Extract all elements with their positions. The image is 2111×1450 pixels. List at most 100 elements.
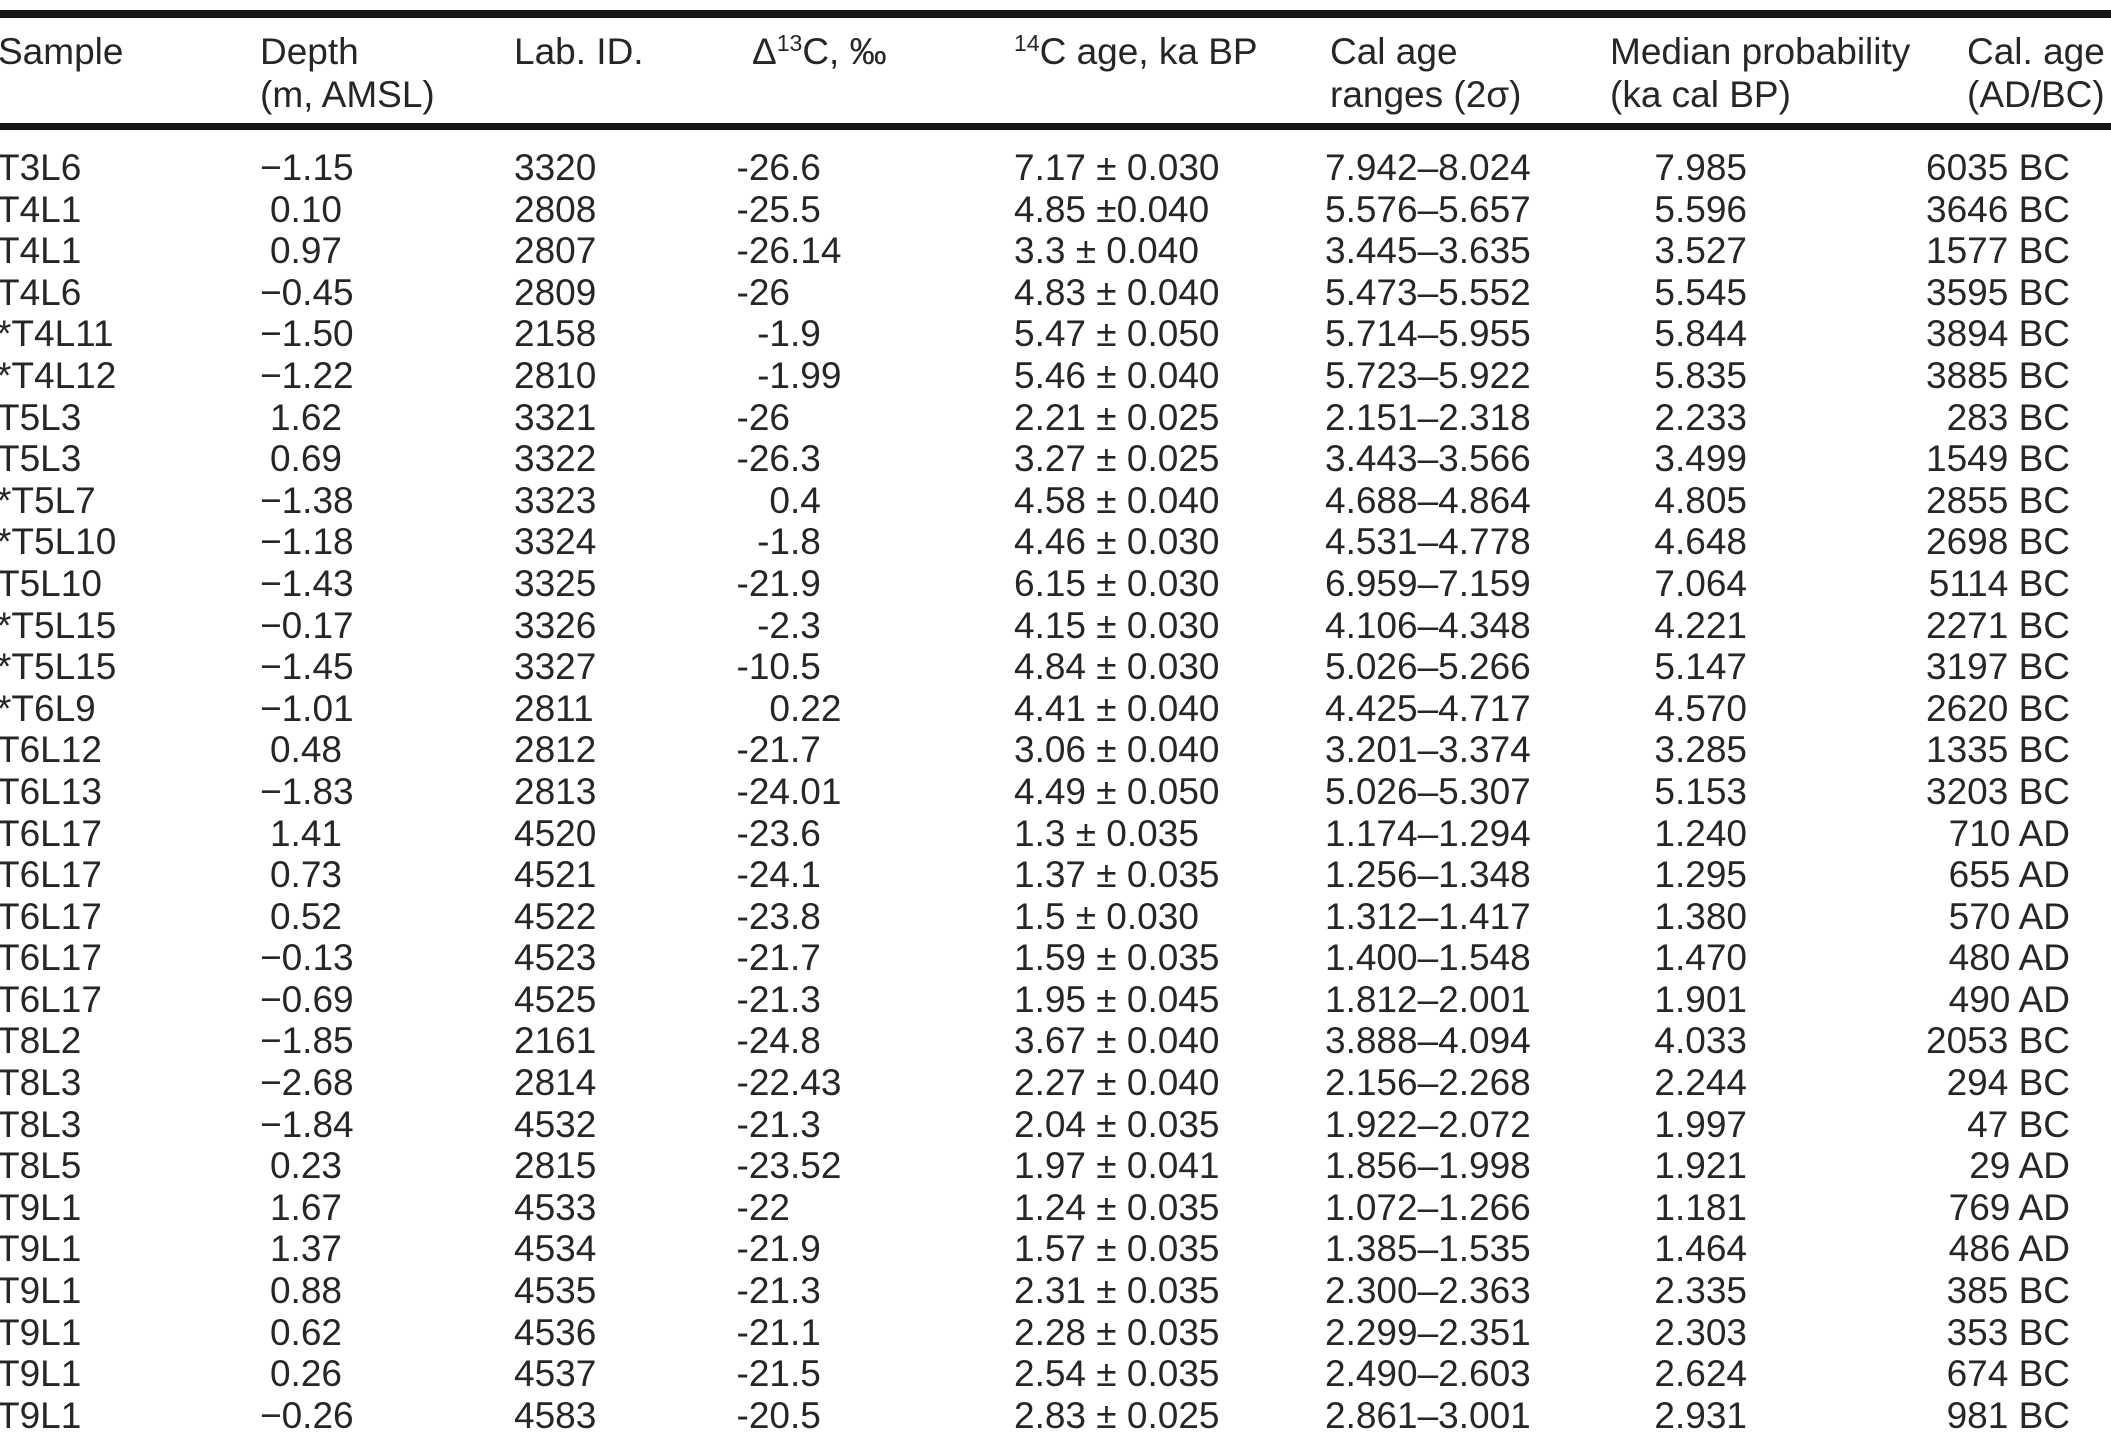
cell-d13c-frac: .8 — [790, 1020, 821, 1062]
cell-cal-ranges: 1.256–1.348 — [1325, 854, 1531, 896]
cell-cal-age: 3595 BC — [1926, 271, 2070, 313]
cell-cal-age: 385 BC — [1946, 1270, 2070, 1312]
cell-lab-id: 2161 — [514, 1020, 597, 1062]
cell-d13c-int: -1 — [757, 354, 790, 396]
table-row: T9L1 1.67 4533 -22 1.24 ± 0.035 1.072–1.266 1.… — [0, 1187, 2070, 1229]
cell-sample: T5L3 — [0, 396, 82, 438]
cell-c14-age: 4.49 ± 0.050 — [1014, 770, 1220, 812]
cell-d13c-frac: .01 — [790, 770, 842, 812]
cell-sample: T6L17 — [0, 854, 102, 896]
cell-depth: 0.23 — [269, 1145, 342, 1187]
cell-cal-age: 283 BC — [1946, 396, 2070, 438]
cell-median: 5.545 — [1654, 271, 1747, 313]
column-header-delta13c: Δ13C, ‰ — [752, 30, 887, 73]
cell-d13c-int: -26 — [736, 396, 790, 438]
cell-lab-id: 3324 — [514, 521, 597, 563]
cell-lab-id: 2808 — [514, 188, 597, 230]
cell-cal-age: 2855 BC — [1926, 479, 2070, 521]
header-line: 14C age, ka BP — [1014, 30, 1258, 72]
cell-cal-age: 674 BC — [1946, 1353, 2070, 1395]
table-row: T8L3 −1.84 4532 -21.3 2.04 ± 0.035 1.922–2.07… — [0, 1104, 2070, 1146]
cell-lab-id: 2810 — [514, 354, 597, 396]
cell-lab-id: 4521 — [514, 854, 597, 896]
table-row: *T4L12 −1.22 2810 -1.99 5.46 ± 0.040 5.723–5.… — [0, 355, 2070, 397]
cell-c14-age: 1.37 ± 0.035 — [1014, 854, 1220, 896]
cell-cal-age: 5114 BC — [1928, 562, 2070, 604]
cell-cal-age: 2053 BC — [1926, 1020, 2070, 1062]
table-row: *T5L10 −1.18 3324 -1.8 4.46 ± 0.030 4.531–4.7… — [0, 521, 2070, 563]
cell-d13c-frac: .9 — [790, 313, 821, 355]
cell-cal-ranges: 5.026–5.266 — [1325, 646, 1531, 688]
column-header-c14-age: 14C age, ka BP — [1014, 30, 1258, 73]
header-bottom-rule — [0, 123, 2111, 130]
cell-d13c-frac — [790, 397, 1014, 439]
cell-lab-id: 4525 — [514, 978, 597, 1020]
cell-cal-ranges: 3.201–3.374 — [1325, 729, 1531, 771]
cell-d13c-int: -23 — [736, 895, 790, 937]
cell-cal-ranges: 1.385–1.535 — [1325, 1228, 1531, 1270]
cell-c14-age: 5.47 ± 0.050 — [1014, 313, 1220, 355]
cell-c14-age: 1.3 ± 0.035 — [1014, 812, 1199, 854]
table-row: T5L10 −1.43 3325 -21.9 6.15 ± 0.030 6.959–7.1… — [0, 563, 2070, 605]
cell-lab-id: 4532 — [514, 1103, 597, 1145]
cell-median: 3.499 — [1654, 438, 1747, 480]
cell-sample: T5L3 — [0, 438, 82, 480]
cell-d13c-frac — [790, 1187, 1014, 1229]
column-header-cal-age-adbc: Cal. age (AD/BC) — [1967, 30, 2105, 116]
cell-lab-id: 2813 — [514, 770, 597, 812]
cell-sample: *T6L9 — [0, 687, 96, 729]
cell-sample: T9L1 — [0, 1228, 82, 1270]
cell-depth: −0.45 — [260, 271, 354, 313]
table-row: T6L17 −0.13 4523 -21.7 1.59 ± 0.035 1.400–1.5… — [0, 937, 2070, 979]
table-body: T3L6 −1.15 3320 -26.6 7.17 ± 0.030 7.942–8.02… — [0, 147, 2070, 1436]
cell-d13c-frac: .3 — [790, 604, 821, 646]
cell-d13c-frac: .3 — [790, 978, 821, 1020]
cell-depth: −1.22 — [260, 354, 354, 396]
cell-lab-id: 2807 — [514, 230, 597, 272]
cell-cal-age: 353 BC — [1946, 1311, 2070, 1353]
table-row: T8L2 −1.85 2161 -24.8 3.67 ± 0.040 3.888–4.09… — [0, 1020, 2070, 1062]
cell-median: 3.527 — [1654, 230, 1747, 272]
cell-c14-age: 2.04 ± 0.035 — [1014, 1103, 1220, 1145]
cell-lab-id: 4536 — [514, 1311, 597, 1353]
cell-d13c-int: -2 — [757, 604, 790, 646]
cell-cal-age: 6035 BC — [1926, 147, 2070, 188]
cell-lab-id: 4520 — [514, 812, 597, 854]
cell-lab-id: 2815 — [514, 1145, 597, 1187]
cell-lab-id: 2811 — [514, 687, 594, 729]
cell-lab-id: 4535 — [514, 1270, 597, 1312]
table-row: T6L17 0.73 4521 -24.1 1.37 ± 0.035 1.256–1.34… — [0, 854, 2070, 896]
cell-d13c-int: -21 — [736, 937, 790, 979]
header-line: Sample — [0, 31, 124, 72]
cell-d13c-frac: .5 — [790, 1394, 821, 1436]
cell-sample: T8L5 — [0, 1145, 82, 1187]
cell-cal-ranges: 7.942–8.024 — [1325, 147, 1531, 188]
header-line: Cal age — [1330, 31, 1458, 72]
column-header-cal-age-ranges: Cal age ranges (2σ) — [1330, 30, 1521, 116]
cell-lab-id: 4537 — [514, 1353, 597, 1395]
cell-d13c-int: -26 — [736, 271, 790, 313]
cell-depth: −0.69 — [260, 978, 354, 1020]
cell-depth: −0.13 — [260, 937, 354, 979]
cell-sample: T6L17 — [0, 895, 102, 937]
cell-median: 2.931 — [1654, 1394, 1747, 1436]
cell-median: 4.033 — [1654, 1020, 1747, 1062]
cell-cal-ranges: 2.151–2.318 — [1325, 396, 1531, 438]
cell-median: 1.901 — [1654, 978, 1747, 1020]
cell-d13c-int: -21 — [736, 1228, 790, 1270]
cell-depth: 1.62 — [269, 396, 342, 438]
cell-cal-ranges: 6.959–7.159 — [1325, 562, 1531, 604]
cell-c14-age: 3.27 ± 0.025 — [1014, 438, 1220, 480]
cell-cal-ranges: 3.445–3.635 — [1325, 230, 1531, 272]
cell-c14-age: 1.5 ± 0.030 — [1014, 895, 1199, 937]
cell-d13c-frac: .6 — [790, 812, 821, 854]
cell-median: 1.380 — [1654, 895, 1747, 937]
cell-depth: 0.62 — [269, 1311, 342, 1353]
table-row: T4L1 0.97 2807 -26.14 3.3 ± 0.040 3.445–3.635… — [0, 230, 2070, 272]
cell-cal-age: 3197 BC — [1926, 646, 2070, 688]
cell-cal-ranges: 1.174–1.294 — [1325, 812, 1531, 854]
cell-c14-age: 1.57 ± 0.035 — [1014, 1228, 1220, 1270]
cell-d13c-frac: .5 — [790, 646, 821, 688]
cell-cal-ranges: 3.888–4.094 — [1325, 1020, 1531, 1062]
